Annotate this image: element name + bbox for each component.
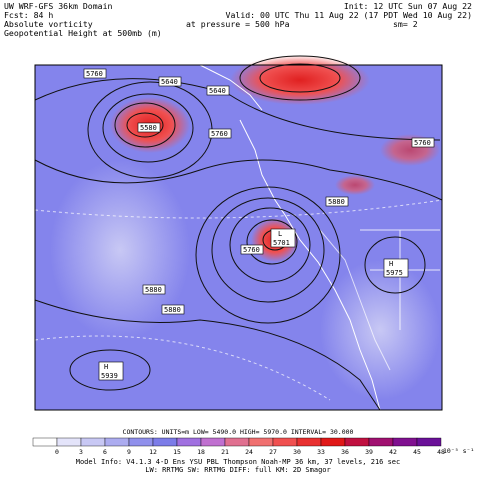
contour-label: 5939 <box>101 372 118 380</box>
colorbar-swatch <box>248 437 274 447</box>
header-line: at pressure = 500 hPa <box>186 19 290 29</box>
header-line: Init: 12 UTC Sun 07 Aug 22 <box>344 1 472 11</box>
colorbar-swatch <box>416 437 442 447</box>
map: 5760 5640 5640 5580 5760 5760 5880 5760 … <box>34 55 443 411</box>
contour-label: 5880 <box>164 306 181 314</box>
colorbar-tick-label: 45 <box>413 448 421 456</box>
colorbar-tick-label: 24 <box>245 448 253 456</box>
colorbar: 0 3 6 9 12 15 18 21 24 27 30 33 36 39 42 45 48 <box>32 437 445 456</box>
header-line: Absolute vorticity <box>4 19 93 29</box>
contour-label: 5580 <box>140 124 157 132</box>
colorbar-swatch <box>392 437 418 447</box>
colorbar-swatch <box>296 437 322 447</box>
header-line: Valid: 00 UTC Thu 11 Aug 22 (17 PDT Wed … <box>226 10 472 20</box>
contour-label: 5760 <box>243 246 260 254</box>
colorbar-tick-label: 18 <box>197 448 205 456</box>
colorbar-swatch <box>32 437 58 447</box>
contour-label: 5640 <box>209 87 226 95</box>
contour-label: H <box>389 260 393 268</box>
contour-label: 5760 <box>211 130 228 138</box>
header-line: UW WRF-GFS 36km Domain <box>4 1 113 11</box>
contour-label: 5975 <box>386 269 403 277</box>
colorbar-swatch <box>224 437 250 447</box>
colorbar-tick-label: 30 <box>293 448 301 456</box>
contours-info: CONTOURS: UNITS=m LOW= 5490.0 HIGH= 5970… <box>123 428 354 436</box>
colorbar-tick-label: 33 <box>317 448 325 456</box>
colorbar-swatch <box>56 437 82 447</box>
colorbar-swatch <box>152 437 178 447</box>
colorbar-swatch <box>320 437 346 447</box>
colorbar-tick-label: 48 <box>437 448 445 456</box>
model-info: Model Info: V4.1.3 4-D Ens YSU PBL Thomp… <box>76 458 401 466</box>
colorbar-tick-label: 3 <box>79 448 83 456</box>
colorbar-swatch <box>344 437 370 447</box>
colorbar-swatch <box>368 437 394 447</box>
header-line: Fcst: 84 h <box>4 10 53 20</box>
colorbar-tick-label: 15 <box>173 448 181 456</box>
colorbar-tick-label: 27 <box>269 448 277 456</box>
header-line: sm= 2 <box>393 19 418 29</box>
contour-label: 5880 <box>328 198 345 206</box>
colorbar-tick-label: 36 <box>341 448 349 456</box>
header: UW WRF-GFS 36km Domain Fcst: 84 h Absolu… <box>4 1 472 38</box>
colorbar-tick-label: 0 <box>55 448 59 456</box>
colorbar-swatch <box>176 437 202 447</box>
colorbar-swatch <box>128 437 154 447</box>
colorbar-tick-label: 12 <box>149 448 157 456</box>
colorbar-units: 10⁻⁵ s⁻¹ <box>443 447 474 455</box>
colorbar-swatch <box>80 437 106 447</box>
colorbar-tick-label: 6 <box>103 448 107 456</box>
colorbar-swatch <box>272 437 298 447</box>
colorbar-swatch <box>104 437 130 447</box>
contour-label: 5760 <box>86 70 103 78</box>
colorbar-tick-label: 42 <box>389 448 397 456</box>
model-info: LW: RRTMG SW: RRTMG DIFF: full KM: 2D Sm… <box>145 466 330 474</box>
header-line: Geopotential Height at 500mb (m) <box>4 28 162 38</box>
contour-label: 5760 <box>414 139 431 147</box>
colorbar-tick-label: 21 <box>221 448 229 456</box>
contour-label: 5640 <box>161 78 178 86</box>
contour-label: L <box>278 230 282 238</box>
colorbar-swatch <box>200 437 226 447</box>
colorbar-tick-label: 39 <box>365 448 373 456</box>
contour-label: 5701 <box>273 239 290 247</box>
contour-labels: 5760 5640 5640 5580 5760 5760 5880 5760 … <box>83 68 435 381</box>
contour-label: 5880 <box>145 286 162 294</box>
colorbar-tick-label: 9 <box>127 448 131 456</box>
contour-label: H <box>104 363 108 371</box>
